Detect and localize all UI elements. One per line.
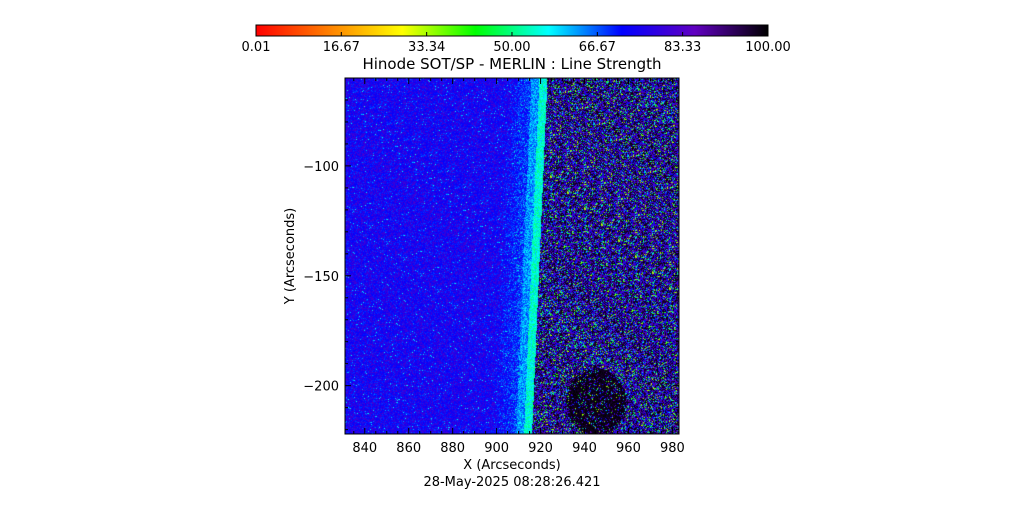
colorbar-tick-label: 33.34 bbox=[408, 40, 445, 55]
timestamp: 28-May-2025 08:28:26.421 bbox=[423, 475, 600, 490]
heatmap-raster bbox=[345, 78, 679, 434]
y-tick-label: −150 bbox=[303, 270, 339, 285]
y-axis-label: Y (Arcseconds) bbox=[283, 208, 298, 305]
x-tick-label: 900 bbox=[484, 441, 509, 456]
x-tick-label: 840 bbox=[352, 441, 377, 456]
colorbar: 0.01 16.67 33.34 50.00 66.67 83.33 100.00 bbox=[242, 24, 791, 55]
colorbar-tick-label: 100.00 bbox=[745, 40, 791, 55]
colorbar-tick-label: 50.00 bbox=[493, 40, 530, 55]
colorbar-tick-label: 16.67 bbox=[323, 40, 360, 55]
colorbar-tick-label: 66.67 bbox=[579, 40, 616, 55]
colorbar-tick-label: 83.33 bbox=[664, 40, 701, 55]
y-tick-label: −100 bbox=[303, 160, 339, 175]
x-tick-label: 980 bbox=[660, 441, 685, 456]
x-tick-label: 920 bbox=[528, 441, 553, 456]
plot-frame bbox=[344, 77, 680, 435]
y-tick-label: −200 bbox=[303, 380, 339, 395]
x-tick-label: 880 bbox=[440, 441, 465, 456]
x-tick-label: 960 bbox=[616, 441, 641, 456]
y-axis: −100 −150 −200 bbox=[303, 77, 679, 431]
plot-area: 840 860 880 900 920 940 960 980 −100 −150 −200 bbox=[303, 77, 685, 456]
x-axis-label: X (Arcseconds) bbox=[463, 458, 560, 473]
chart-title: Hinode SOT/SP - MERLIN : Line Strength bbox=[362, 55, 661, 73]
x-tick-label: 940 bbox=[572, 441, 597, 456]
x-tick-label: 860 bbox=[396, 441, 421, 456]
heatmap-image bbox=[345, 78, 679, 434]
colorbar-tick-label: 0.01 bbox=[242, 40, 271, 55]
x-axis: 840 860 880 900 920 940 960 980 bbox=[352, 78, 685, 456]
colorbar-ticks: 0.01 16.67 33.34 50.00 66.67 83.33 100.00 bbox=[242, 32, 791, 55]
